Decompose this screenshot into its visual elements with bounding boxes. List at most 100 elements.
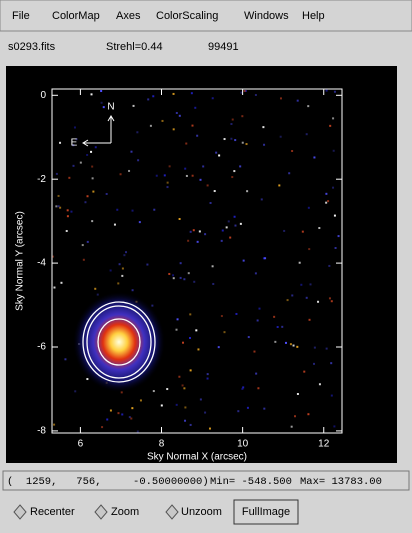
noise-pixel xyxy=(307,105,310,108)
noise-pixel xyxy=(199,398,202,401)
menu-item[interactable]: Axes xyxy=(116,10,141,22)
file-name: s0293.fits xyxy=(8,41,56,53)
noise-pixel xyxy=(198,230,201,233)
plot-frame xyxy=(51,88,343,434)
noise-pixel xyxy=(109,409,112,412)
noise-pixel xyxy=(178,114,181,117)
menu-item[interactable]: Help xyxy=(302,10,325,22)
noise-pixel xyxy=(313,156,316,159)
noise-pixel xyxy=(333,425,336,428)
noise-pixel xyxy=(328,297,331,300)
cursor-position: ( 1259, 756, -0.50000000) xyxy=(7,476,209,488)
fullimage-button[interactable] xyxy=(233,499,299,525)
radio-button[interactable] xyxy=(13,504,27,520)
noise-pixel xyxy=(187,272,190,275)
noise-pixel xyxy=(212,282,215,285)
radio-button[interactable] xyxy=(165,504,179,520)
noise-pixel xyxy=(179,262,182,265)
x-tick-label: 10 xyxy=(237,439,249,450)
menu-item[interactable]: ColorScaling xyxy=(156,10,218,22)
noise-pixel xyxy=(74,390,77,393)
noise-pixel xyxy=(235,312,238,315)
noise-pixel xyxy=(96,293,99,296)
status-box xyxy=(2,470,410,491)
noise-pixel xyxy=(305,296,308,299)
menu-item[interactable]: File xyxy=(12,10,30,22)
noise-pixel xyxy=(100,90,103,93)
noise-pixel xyxy=(94,146,97,149)
noise-pixel xyxy=(231,118,234,121)
noise-pixel xyxy=(190,92,193,95)
noise-pixel xyxy=(221,229,224,232)
x-tick-label: 12 xyxy=(318,439,330,450)
noise-pixel xyxy=(70,210,73,213)
noise-pixel xyxy=(123,254,126,257)
noise-pixel xyxy=(178,375,181,378)
noise-pixel xyxy=(279,97,282,100)
noise-pixel xyxy=(229,236,232,239)
noise-pixel xyxy=(81,244,84,247)
noise-layer xyxy=(52,89,340,433)
noise-pixel xyxy=(254,272,257,275)
noise-pixel xyxy=(296,345,299,348)
noise-pixel xyxy=(75,138,78,141)
noise-pixel xyxy=(301,230,304,233)
noise-pixel xyxy=(53,423,56,426)
noise-pixel xyxy=(117,412,120,415)
noise-pixel xyxy=(333,214,336,217)
noise-pixel xyxy=(318,383,321,386)
noise-pixel xyxy=(325,89,328,92)
noise-pixel xyxy=(262,257,265,260)
menu-item[interactable]: Windows xyxy=(244,10,289,22)
noise-pixel xyxy=(246,406,249,409)
noise-pixel xyxy=(57,194,60,197)
noise-pixel xyxy=(72,164,75,167)
image-panel xyxy=(6,66,397,463)
noise-pixel xyxy=(294,415,297,418)
noise-pixel xyxy=(55,205,58,208)
noise-pixel xyxy=(172,128,175,131)
compass-east: E xyxy=(71,138,78,149)
noise-pixel xyxy=(146,263,149,266)
radio-button[interactable] xyxy=(94,504,108,520)
noise-pixel xyxy=(292,344,295,347)
noise-pixel xyxy=(313,346,316,349)
noise-pixel xyxy=(256,319,259,322)
noise-pixel xyxy=(254,93,257,96)
noise-pixel xyxy=(184,406,187,409)
noise-pixel xyxy=(128,416,131,419)
noise-pixel xyxy=(330,362,333,365)
noise-pixel xyxy=(183,278,186,281)
noise-pixel xyxy=(291,294,294,297)
noise-pixel xyxy=(281,325,284,328)
noise-pixel xyxy=(206,377,209,380)
noise-pixel xyxy=(242,386,245,389)
button-label[interactable]: Zoom xyxy=(111,506,139,518)
noise-pixel xyxy=(187,239,190,242)
noise-pixel xyxy=(263,407,266,410)
menu-bar xyxy=(0,0,412,32)
noise-pixel xyxy=(125,251,128,254)
noise-pixel xyxy=(241,387,244,390)
button-label[interactable]: FullImage xyxy=(242,506,290,518)
noise-pixel xyxy=(291,150,294,153)
noise-pixel xyxy=(153,208,156,211)
noise-pixel xyxy=(290,425,293,428)
button-label[interactable]: Recenter xyxy=(30,506,75,518)
noise-pixel xyxy=(152,390,155,393)
noise-pixel xyxy=(225,226,228,229)
noise-pixel xyxy=(155,174,158,177)
noise-pixel xyxy=(160,404,163,407)
menu-item[interactable]: ColorMap xyxy=(52,10,100,22)
noise-pixel xyxy=(223,331,226,334)
compass-north: N xyxy=(107,102,114,113)
compass xyxy=(82,115,115,147)
button-label[interactable]: Unzoom xyxy=(181,506,222,518)
noise-pixel xyxy=(273,315,276,318)
noise-pixel xyxy=(217,346,220,349)
noise-pixel xyxy=(120,391,123,394)
noise-pixel xyxy=(106,418,109,421)
noise-pixel xyxy=(309,283,312,286)
noise-pixel xyxy=(307,206,310,209)
